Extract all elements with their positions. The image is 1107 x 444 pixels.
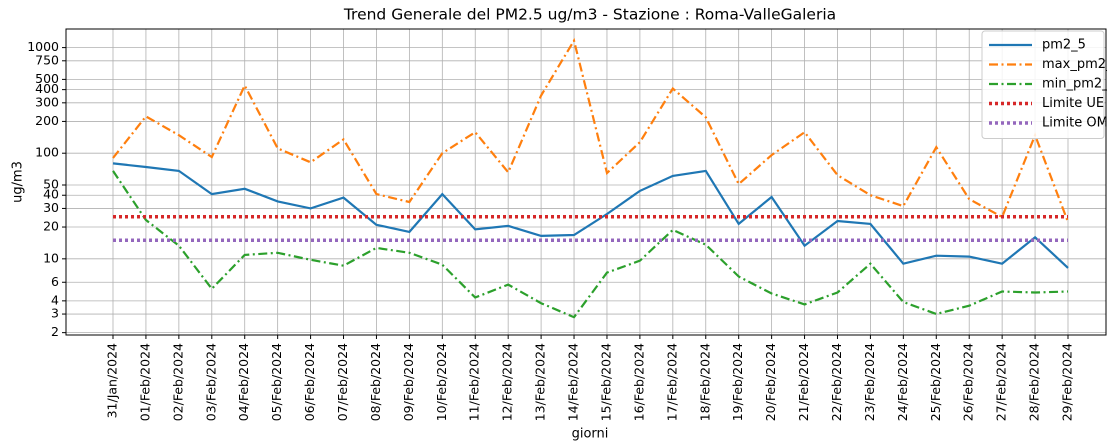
legend-label: pm2_5 [1042,38,1086,53]
series-line [112,37,1070,223]
series-line [112,170,1069,319]
y-tick-label: 500 [35,71,59,86]
y-tick-label: 100 [35,145,59,160]
x-tick-label: 10/Feb/2024 [434,343,449,421]
x-axis-label: giorni [572,427,609,442]
y-tick-label: 300 [35,94,59,109]
x-tick-label: 21/Feb/2024 [796,343,811,421]
y-tick-label: 4 [51,292,59,307]
y-tick-label: 400 [35,81,59,96]
x-tick-label: 05/Feb/2024 [269,343,284,421]
y-tick-label: 10 [43,250,59,265]
y-tick-label: 1000 [27,39,59,54]
x-tick-label: 01/Feb/2024 [137,343,152,421]
legend-box [981,30,1105,139]
y-tick-label: 2 [51,324,59,339]
y-tick-label: 6 [51,274,59,289]
legend-label: min_pm2_5 [1042,77,1107,92]
y-axis-label: ug/m3 [11,161,26,203]
x-tick-label: 17/Feb/2024 [664,343,679,421]
x-tick-label: 24/Feb/2024 [895,343,910,421]
x-tick-label: 16/Feb/2024 [631,343,646,421]
x-tick-label: 31/Jan/2024 [105,343,120,418]
y-tick-label: 750 [35,52,59,67]
x-tick-label: 06/Feb/2024 [302,343,317,421]
x-tick-label: 25/Feb/2024 [928,343,943,421]
x-tick-label: 26/Feb/2024 [961,343,976,421]
x-tick-label: 13/Feb/2024 [533,343,548,421]
legend-label: max_pm2_5 [1042,57,1107,72]
x-tick-label: 08/Feb/2024 [368,343,383,421]
x-tick-label: 14/Feb/2024 [566,343,581,421]
x-tick-label: 29/Feb/2024 [1060,343,1075,421]
series-line [112,162,1069,269]
chart-title: Trend Generale del PM2.5 ug/m3 - Stazion… [343,6,836,24]
x-tick-label: 27/Feb/2024 [994,343,1009,421]
x-tick-label: 22/Feb/2024 [829,343,844,421]
legend-label: Limite UE [1042,96,1104,111]
x-tick-label: 23/Feb/2024 [862,343,877,421]
legend-label: Limite OMS [1042,116,1107,131]
x-tick-label: 11/Feb/2024 [467,343,482,421]
x-tick-label: 19/Feb/2024 [730,343,745,421]
x-tick-label: 15/Feb/2024 [598,343,613,421]
x-tick-label: 12/Feb/2024 [500,343,515,421]
x-tick-label: 18/Feb/2024 [697,343,712,421]
x-tick-label: 02/Feb/2024 [170,343,185,421]
x-tick-label: 03/Feb/2024 [203,343,218,421]
y-tick-label: 30 [43,200,59,215]
x-tick-label: 07/Feb/2024 [335,343,350,421]
plot-frame [65,28,1107,336]
y-tick-label: 200 [35,113,59,128]
x-tick-label: 20/Feb/2024 [763,343,778,421]
y-tick-label: 40 [43,187,59,202]
x-tick-label: 28/Feb/2024 [1027,343,1042,421]
y-tick-label: 50 [43,177,59,192]
y-tick-label: 20 [43,219,59,234]
y-tick-label: 3 [51,306,59,321]
x-tick-label: 09/Feb/2024 [401,343,416,421]
x-tick-label: 04/Feb/2024 [236,343,251,421]
